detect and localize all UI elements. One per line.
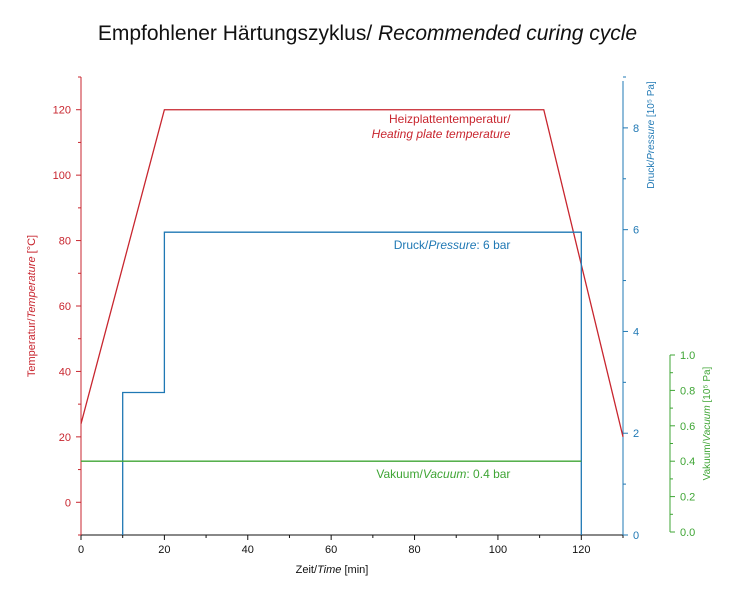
chart-title-italic: Recommended curing cycle <box>378 22 638 45</box>
vacuum-series-label: Vakuum/Vacuum: 0.4 bar <box>376 467 510 481</box>
pressure-tick-label: 0 <box>633 530 639 542</box>
temperature-axis-label: Temperatur/Temperature [°C] <box>26 235 38 377</box>
temperature-series-label-line2: Heating plate temperature <box>372 127 511 141</box>
temperature-tick-label: 0 <box>65 497 71 509</box>
vacuum-tick-label: 0.6 <box>680 421 695 433</box>
pressure-series-label: Druck/Pressure: 6 bar <box>394 238 511 252</box>
x-tick-label: 100 <box>489 544 507 556</box>
temperature-tick-label: 120 <box>53 105 71 117</box>
vacuum-tick-label: 0.8 <box>680 385 695 397</box>
x-tick-label: 60 <box>325 544 337 556</box>
temperature-tick-label: 60 <box>59 301 71 313</box>
temperature-tick-label: 40 <box>59 366 71 378</box>
x-tick-label: 0 <box>78 544 84 556</box>
temperature-series-line <box>80 109 624 438</box>
pressure-tick-label: 2 <box>633 428 639 440</box>
temperature-tick-label: 20 <box>59 432 71 444</box>
vacuum-tick-label: 1.0 <box>680 350 695 362</box>
temperature-series-label-line1: Heizplattentemperatur/ <box>389 112 511 126</box>
pressure-tick-label: 4 <box>633 326 639 338</box>
vacuum-tick-label: 0.2 <box>680 492 695 504</box>
chart-title-main: Empfohlener Härtungszyklus/ <box>97 22 378 45</box>
x-tick-label: 40 <box>242 544 254 556</box>
pressure-tick-label: 6 <box>633 225 639 237</box>
vacuum-tick-label: 0.0 <box>680 527 695 539</box>
temperature-tick-label: 80 <box>59 236 71 248</box>
pressure-series-line <box>122 231 582 535</box>
x-axis-label: Zeit/Time [min] <box>296 564 369 576</box>
x-tick-label: 120 <box>572 544 590 556</box>
pressure-tick-label: 8 <box>633 123 639 135</box>
pressure-axis-label: Druck/Pressure [10⁵ Pa] <box>646 81 657 189</box>
x-tick-label: 20 <box>158 544 170 556</box>
temperature-tick-label: 100 <box>53 170 71 182</box>
vacuum-tick-label: 0.4 <box>680 456 695 468</box>
x-tick-label: 80 <box>408 544 420 556</box>
vacuum-axis-label: Vakuum/Vacuum [10⁵ Pa] <box>702 366 713 480</box>
chart-title: Empfohlener Härtungszyklus/ Recommended … <box>0 22 735 46</box>
